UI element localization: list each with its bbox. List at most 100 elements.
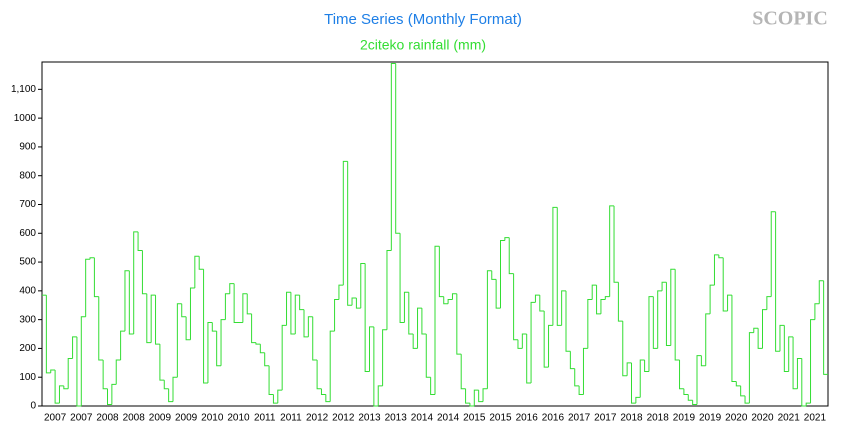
step-segment (587, 298, 593, 349)
step-segment (421, 308, 427, 335)
step-segment (565, 290, 571, 352)
step-segment (303, 309, 309, 338)
step-segment (731, 295, 737, 383)
x-tick-label: 2017 (568, 413, 591, 424)
step-segment (54, 370, 60, 404)
x-tick-label: 2007 (44, 413, 67, 424)
x-tick-label: 2011 (254, 413, 276, 424)
step-segment (45, 295, 51, 374)
x-tick-label: 2016 (542, 413, 565, 424)
y-tick-label: 300 (19, 314, 36, 325)
step-segment (552, 206, 558, 326)
step-segment (395, 63, 401, 234)
x-tick-label: 2011 (280, 413, 302, 424)
step-segment (766, 296, 772, 310)
step-segment (757, 328, 763, 349)
step-segment (360, 263, 366, 309)
x-tick-label: 2021 (778, 413, 801, 424)
step-segment (307, 316, 313, 337)
step-segment (373, 326, 379, 407)
step-segment (478, 390, 484, 403)
step-segment (465, 388, 470, 404)
step-segment (818, 280, 824, 304)
step-segment (692, 400, 697, 406)
step-segment (85, 258, 91, 317)
step-segment (456, 293, 462, 355)
step-segment (796, 358, 802, 389)
step-segment (63, 385, 69, 390)
logo: SCOPIC (752, 8, 828, 30)
step-segment (469, 403, 475, 407)
step-segment (683, 388, 689, 395)
step-segment (639, 359, 645, 398)
step-segment (648, 296, 654, 372)
step-segment (168, 388, 173, 403)
step-segment (255, 342, 261, 345)
x-tick-label: 2013 (358, 413, 381, 424)
step-segment (281, 324, 287, 391)
step-segment (657, 290, 663, 349)
step-segment (735, 381, 741, 387)
step-segment (50, 369, 56, 373)
step-segment (299, 295, 304, 311)
step-segment (268, 365, 274, 395)
step-segment (613, 205, 619, 283)
x-tick-label: 2008 (96, 413, 119, 424)
step-segment (521, 333, 527, 349)
step-segment (635, 396, 641, 404)
step-segment (264, 352, 270, 367)
step-segment (355, 298, 361, 309)
x-tick-label: 2019 (673, 413, 696, 424)
step-segment (814, 303, 820, 320)
step-segment (377, 385, 383, 406)
step-segment (403, 291, 409, 323)
step-segment (382, 329, 387, 386)
step-segment (631, 362, 636, 404)
step-segment (334, 298, 339, 332)
step-segment (220, 319, 226, 366)
x-tick-label: 2018 (620, 413, 643, 424)
step-segment (198, 256, 204, 270)
plot-frame (41, 61, 829, 407)
step-segment (259, 344, 265, 354)
step-segment (792, 336, 798, 390)
step-segment (783, 325, 789, 372)
y-tick-label: 1,100 (11, 84, 36, 95)
step-segment (325, 394, 331, 403)
step-segment (504, 237, 510, 241)
x-tick-label: 2020 (751, 413, 774, 424)
step-segment (316, 359, 322, 390)
step-segment (242, 293, 248, 323)
step-segment (644, 359, 649, 372)
step-segment (294, 294, 300, 335)
step-segment (312, 316, 318, 361)
step-segment (233, 283, 239, 324)
step-segment (718, 254, 724, 259)
step-segment (425, 334, 431, 378)
y-tick-label: 200 (19, 343, 36, 354)
step-segment (801, 358, 807, 407)
step-segment (569, 351, 575, 370)
step-segment (194, 255, 200, 288)
y-tick-label: 800 (19, 170, 36, 181)
step-segment (185, 316, 191, 341)
step-segment (534, 294, 540, 303)
x-tick-label: 2010 (201, 413, 224, 424)
step-segment (626, 362, 632, 376)
step-segment (491, 270, 497, 280)
step-segment (58, 385, 64, 404)
step-segment (272, 394, 278, 404)
step-segment (700, 355, 706, 367)
step-segment (434, 245, 440, 395)
step-segment (150, 294, 156, 343)
step-segment (810, 319, 815, 404)
step-segment (159, 344, 165, 381)
x-tick-label: 2021 (804, 413, 827, 424)
step-segment (172, 376, 178, 402)
x-tick-label: 2010 (227, 413, 250, 424)
step-segment (342, 160, 348, 286)
step-segment (578, 385, 584, 395)
x-tick-label: 2015 (489, 413, 512, 424)
step-segment (72, 336, 77, 359)
